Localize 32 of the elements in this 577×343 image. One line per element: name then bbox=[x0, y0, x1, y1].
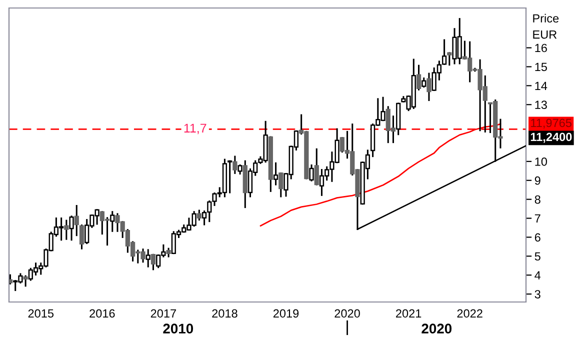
candlestick bbox=[146, 249, 150, 268]
y-tick-label: 14 bbox=[535, 82, 548, 90]
y-axis-title: Price EUR bbox=[533, 14, 559, 39]
y-tick-label: 7 bbox=[534, 214, 540, 223]
y-tick-label: 9 bbox=[534, 176, 540, 185]
y-tick-label: 10 bbox=[535, 157, 548, 166]
text: 11,9765 bbox=[531, 118, 572, 128]
ref-line-label: 11,7 bbox=[184, 124, 206, 134]
text: 11,2400 bbox=[530, 132, 572, 143]
y-tick-label: 5 bbox=[534, 252, 540, 261]
y-tick-label: 4 bbox=[534, 271, 541, 280]
x-tick-label: 2016 bbox=[90, 309, 115, 318]
x-tick-label: 2019 bbox=[273, 309, 299, 318]
candlestick bbox=[273, 162, 278, 186]
y-tick-label: 15 bbox=[535, 62, 547, 72]
y-tick-label: 6 bbox=[534, 233, 540, 242]
x-tick-label: 2018 bbox=[212, 309, 238, 318]
x-tick-label: 2021 bbox=[396, 309, 422, 318]
x-tick-label: 2015 bbox=[28, 309, 54, 318]
x-tick-label: 2022 bbox=[457, 309, 482, 318]
candlestick bbox=[69, 216, 74, 241]
y-tick-label: 13 bbox=[535, 100, 547, 110]
candlestick bbox=[309, 164, 314, 182]
candlestick bbox=[228, 160, 232, 194]
x-tick-label: 2017 bbox=[150, 309, 176, 318]
x-tick-label: 2020 bbox=[334, 309, 360, 318]
candlestick bbox=[110, 211, 115, 232]
text: 2010 bbox=[163, 324, 194, 334]
text: 2020 bbox=[422, 324, 452, 334]
y-tick-label: 16 bbox=[535, 44, 547, 52]
y-tick-label: 3 bbox=[534, 290, 540, 298]
y-tick-label: 8 bbox=[534, 195, 540, 204]
